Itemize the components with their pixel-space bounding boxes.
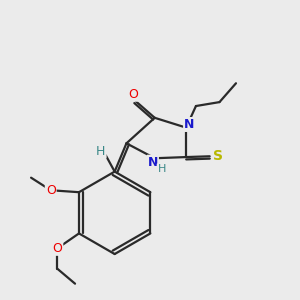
Text: N: N	[184, 118, 194, 131]
Text: O: O	[46, 184, 56, 197]
Text: O: O	[52, 242, 62, 255]
Text: H: H	[158, 164, 166, 174]
Text: S: S	[213, 149, 223, 163]
Text: N: N	[148, 156, 158, 169]
Text: O: O	[128, 88, 138, 101]
Text: H: H	[96, 145, 106, 158]
